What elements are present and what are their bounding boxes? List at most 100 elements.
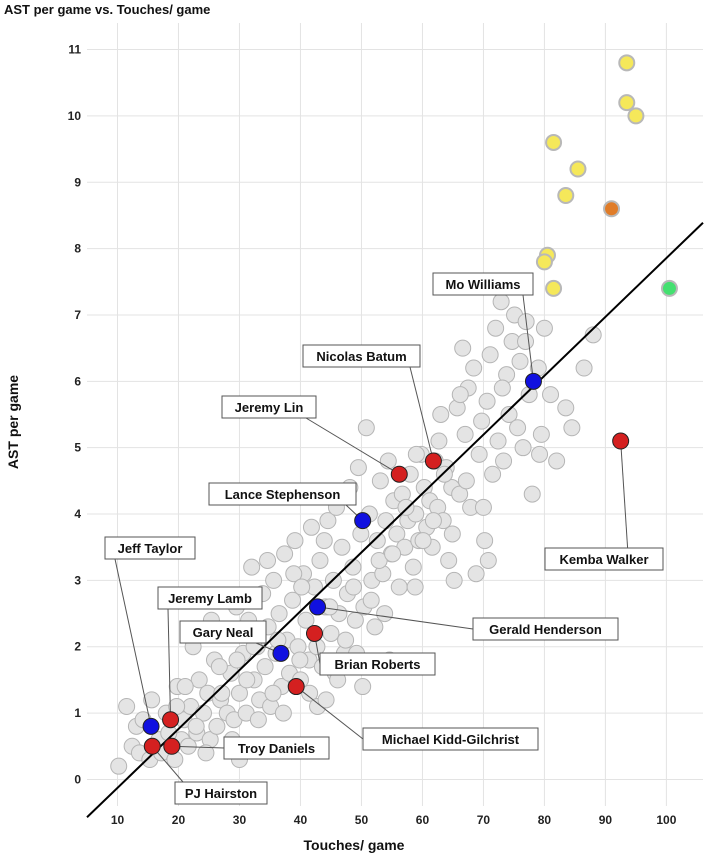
data-point [440,551,458,569]
annotation-box [302,344,421,368]
data-point [481,346,499,364]
data-point [238,671,256,689]
data-point [208,717,226,735]
data-point [495,452,513,470]
data-point [210,658,228,676]
data-point [557,399,575,417]
annotation-label: Gerald Henderson [489,622,602,637]
data-point [190,671,208,689]
x-tick-label: 100 [656,813,676,827]
y-tick-label: 6 [74,374,81,388]
data-point [333,538,351,556]
highlighted-data-point [354,512,372,530]
yellow-data-point [569,160,587,178]
y-tick-label: 4 [74,507,81,521]
data-point [264,684,282,702]
chart-title: AST per game vs. Touches/ game [4,2,210,17]
y-tick-label: 5 [74,441,81,455]
data-point [465,359,483,377]
yellow-data-point [618,94,636,112]
data-point [407,445,425,463]
data-point [368,532,386,550]
x-tick-label: 20 [172,813,186,827]
yellow-data-point [618,54,636,72]
highlighted-data-point [287,678,305,696]
y-tick-label: 8 [74,242,81,256]
trend-line [86,222,704,819]
data-point [274,704,292,722]
yellow-data-point [557,187,575,205]
data-point [354,678,372,696]
annotation-label: Kemba Walker [559,552,648,567]
leader-line [171,745,225,749]
data-point [484,465,502,483]
y-axis-label: AST per game [5,375,21,469]
data-point [473,412,491,430]
data-point [249,711,267,729]
data-point [456,425,474,443]
data-point [362,591,380,609]
data-point [301,684,319,702]
y-tick-label: 1 [74,706,81,720]
data-point [317,691,335,709]
data-point [542,386,560,404]
x-tick-label: 70 [477,813,491,827]
leader-line [620,441,629,549]
data-point [376,605,394,623]
data-point [443,525,461,543]
highlighted-data-point [309,598,327,616]
data-point [430,432,448,450]
highlighted-data-point [272,644,290,662]
data-point [479,551,497,569]
annotation-label: Jeff Taylor [118,541,183,556]
data-point [492,293,510,311]
data-point [213,684,231,702]
data-point [371,472,389,490]
data-point [357,419,375,437]
data-point [514,439,532,457]
data-point [337,631,355,649]
data-point [548,452,566,470]
data-point [302,518,320,536]
data-point [384,545,402,563]
data-point [517,333,535,351]
data-point [390,578,408,596]
data-point [509,419,527,437]
x-tick-label: 10 [111,813,125,827]
data-point [523,485,541,503]
x-tick-label: 40 [294,813,308,827]
highlighted-points [142,372,630,755]
data-point [457,472,475,490]
annotation-box [174,781,268,805]
data-point [256,658,274,676]
data-point [470,445,488,463]
annotation-label: PJ Hairston [185,786,257,801]
annotation-label: Mo Williams [445,277,520,292]
data-point [259,551,277,569]
data-point [366,618,384,636]
data-point [322,624,340,642]
green-data-point [660,279,678,297]
leader-line [167,608,172,720]
y-tick-label: 9 [74,175,81,189]
annotation-label: Troy Daniels [238,741,315,756]
data-point [286,532,304,550]
y-tick-label: 2 [74,640,81,654]
leader-line [409,366,434,462]
data-point [563,419,581,437]
leader-line [317,606,474,630]
data-point [445,571,463,589]
data-point [406,578,424,596]
data-point [319,512,337,530]
data-point [377,512,395,530]
data-point [575,359,593,377]
data-point [532,425,550,443]
data-point [379,452,397,470]
data-point [454,339,472,357]
x-tick-label: 30 [233,813,247,827]
highlighted-data-point [163,737,181,755]
data-point [284,591,302,609]
data-point [489,432,507,450]
y-tick-label: 3 [74,573,81,587]
data-point [451,485,469,503]
